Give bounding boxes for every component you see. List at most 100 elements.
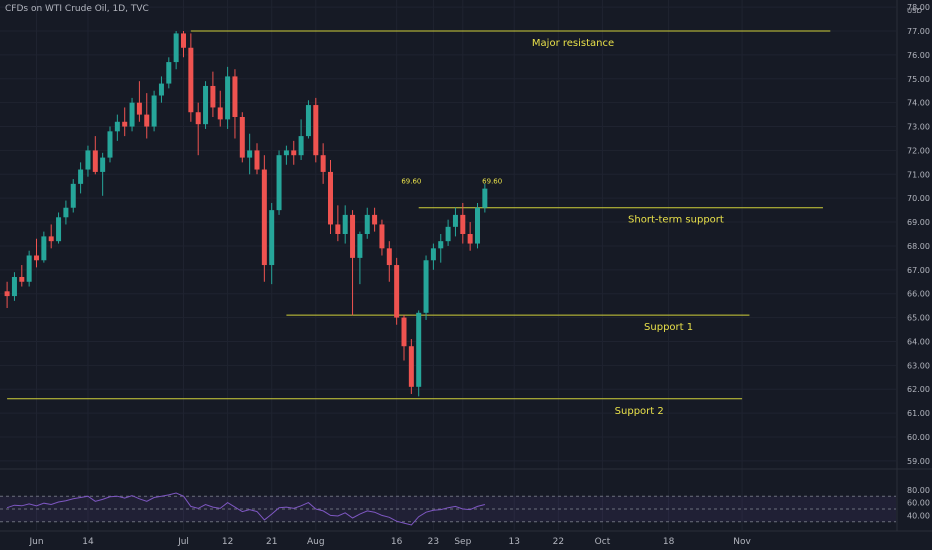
y-tick-label: 63.00 [907, 361, 930, 370]
y-tick-label: 69.00 [907, 218, 930, 227]
candle-body [26, 255, 32, 282]
x-axis: Jun 14 Jul 12 21 Aug 16 23 Sep 13 22 Oct 18 Nov [28, 537, 751, 547]
candle-body [188, 47, 194, 113]
candle-body [372, 214, 378, 225]
candle-body [475, 207, 480, 244]
x-tick-label: 13 [509, 537, 520, 547]
candle-body [11, 276, 17, 297]
level-label: Support 2 [615, 406, 664, 417]
candle-body [203, 85, 209, 125]
candle-body [445, 226, 451, 242]
candle-body [114, 121, 120, 132]
candle-body [41, 236, 47, 261]
candle-body [430, 248, 436, 261]
candle-body [181, 33, 186, 48]
y-tick-label: 66.00 [907, 290, 930, 299]
y-tick-label: 73.00 [907, 123, 930, 132]
candle-body [56, 217, 62, 242]
candle-body [232, 76, 238, 117]
candle-body [136, 102, 142, 115]
level-label: Short-term support [628, 215, 724, 226]
rsi-tick-label: 40.00 [907, 511, 930, 520]
x-tick-label: Nov [733, 537, 751, 547]
y-tick-label: 65.00 [907, 314, 930, 323]
level-lines: Major resistance Short-term support Suppor… [7, 30, 831, 417]
candle-body [423, 260, 429, 313]
x-tick-label: 16 [391, 537, 403, 547]
candle-body [107, 131, 113, 158]
candle-body [63, 207, 69, 218]
candle-body [269, 210, 275, 266]
candle-body [34, 255, 39, 261]
y-tick-label: 67.00 [907, 266, 930, 275]
candles [4, 31, 488, 397]
y-tick-label: 78.00 [907, 3, 930, 12]
price-annotation: 69.60 [401, 177, 421, 185]
candle-body [100, 157, 106, 172]
y-tick-label: 68.00 [907, 242, 930, 251]
y-tick-label: 75.00 [907, 75, 930, 84]
y-tick-label: 72.00 [907, 146, 930, 155]
candle-body [85, 150, 91, 170]
candle-body [276, 155, 282, 211]
y-tick-label: 70.00 [907, 194, 930, 203]
level-label: Major resistance [532, 38, 614, 49]
y-tick-label: 77.00 [907, 27, 930, 36]
price-annotation: 69.60 [482, 177, 502, 185]
rsi-pane [0, 492, 896, 526]
x-tick-label: 23 [428, 537, 439, 547]
y-tick-label: 62.00 [907, 385, 930, 394]
x-tick-label: 22 [553, 537, 564, 547]
candle-body [173, 33, 179, 63]
candle-body [261, 169, 267, 266]
annotations: 69.60 69.60 [401, 177, 502, 185]
candle-body [379, 224, 385, 249]
x-tick-label: 12 [222, 537, 233, 547]
x-tick-label: Sep [454, 537, 471, 547]
candle-body [4, 291, 10, 297]
y-tick-label: 64.00 [907, 337, 930, 346]
candle-body [217, 107, 223, 120]
candle-body [408, 346, 414, 387]
y-tick-label: 61.00 [907, 409, 930, 418]
candle-body [313, 105, 319, 156]
candle-body [19, 276, 25, 282]
x-tick-label: Aug [307, 537, 325, 547]
candle-body [438, 241, 444, 249]
candle-body [254, 150, 260, 170]
candle-body [452, 214, 458, 227]
candle-body [305, 105, 311, 137]
candle-body [166, 62, 172, 84]
candle-body [225, 76, 231, 120]
candle-body [195, 112, 201, 125]
candle-body [335, 224, 341, 234]
candle-body [48, 236, 54, 242]
candle-body [239, 117, 245, 158]
x-tick-label: Jun [28, 537, 43, 547]
candle-body [158, 83, 164, 96]
candle-body [129, 102, 135, 127]
y-tick-label: 71.00 [907, 170, 930, 179]
candle-body [247, 150, 253, 158]
x-tick-label: 21 [266, 537, 277, 547]
candle-body [210, 85, 216, 108]
candle-body [401, 317, 407, 347]
candle-body [386, 248, 392, 266]
candle-body [320, 155, 326, 172]
candle-body [482, 188, 488, 208]
x-tick-label: 14 [82, 537, 94, 547]
y-tick-label: 60.00 [907, 433, 930, 442]
y-tick-label: 76.00 [907, 51, 930, 60]
candle-body [342, 214, 348, 234]
y-tick-label: 74.00 [907, 99, 930, 108]
candle-body [460, 214, 466, 234]
candle-body [298, 136, 304, 156]
candle-body [328, 171, 333, 225]
grid [0, 0, 932, 532]
candle-body [283, 150, 289, 156]
rsi-tick-label: 60.00 [907, 499, 930, 508]
x-tick-label: Jul [177, 537, 189, 547]
level-label: Support 1 [644, 322, 693, 333]
